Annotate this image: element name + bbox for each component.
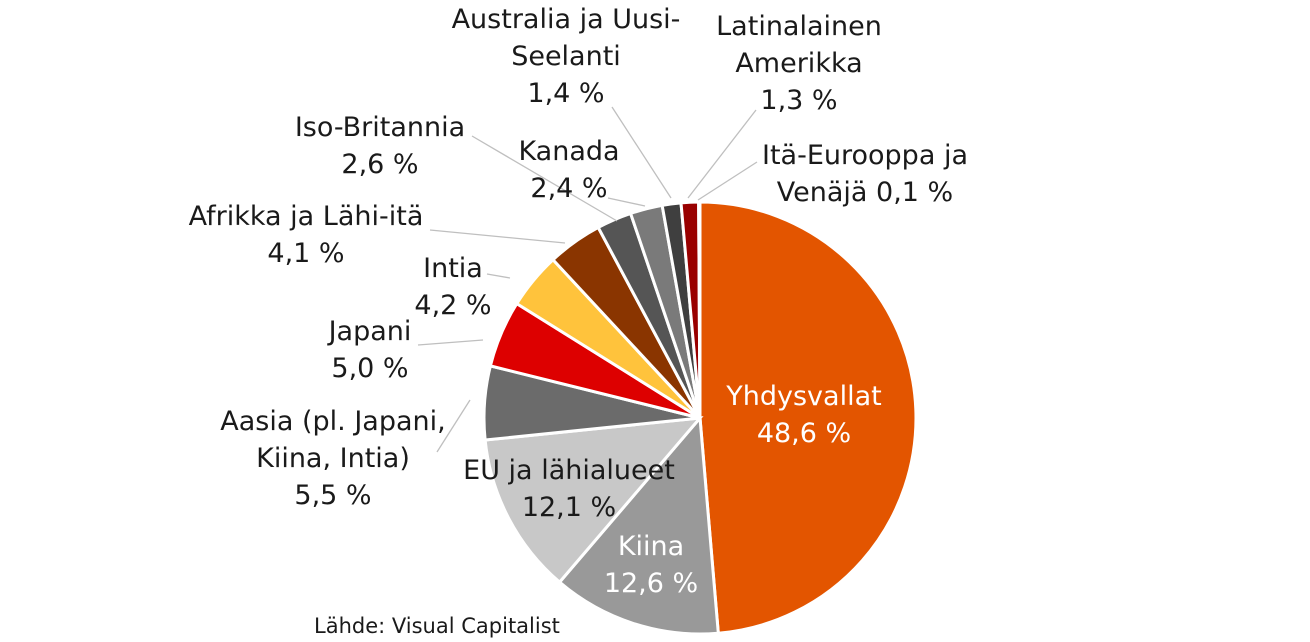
leader-line-japani	[417, 339, 484, 346]
label-line: EU ja lähialueet	[463, 455, 675, 486]
label-line: Itä-Eurooppa ja	[762, 140, 968, 171]
label-line: Australia ja Uusi-	[452, 4, 681, 35]
label-line: 2,6 %	[341, 149, 418, 180]
label-yhdysvallat: Yhdysvallat 48,6 %	[725, 381, 881, 449]
source-note: Lähde: Visual Capitalist	[314, 614, 560, 638]
label-line: Aasia (pl. Japani,	[220, 406, 445, 437]
label-line: Kiina	[618, 531, 684, 562]
leader-line-intia	[486, 273, 511, 279]
label-line: 1,4 %	[527, 78, 604, 109]
label-line: 12,1 %	[522, 492, 616, 523]
label-kanada: Kanada 2,4 %	[518, 136, 619, 204]
label-line: 4,2 %	[414, 290, 491, 321]
pie-slices	[482, 200, 918, 636]
leader-lines	[417, 106, 758, 453]
leader-line-australia-ja-uusi-seelanti	[611, 106, 672, 199]
label-line: Japani	[327, 316, 412, 347]
leader-line-aasia-pl-japani-kiina-intia	[436, 399, 471, 453]
label-kiina: Kiina 12,6 %	[604, 531, 698, 599]
label-line: Amerikka	[735, 48, 862, 79]
label-line: 5,5 %	[294, 480, 371, 511]
leader-line-latinalainen-amerikka	[687, 109, 757, 199]
label-line: Latinalainen	[716, 11, 882, 42]
label-line: 2,4 %	[530, 173, 607, 204]
label-australia-ja-uusi-seelanti: Australia ja Uusi- Seelanti 1,4 %	[452, 4, 681, 109]
leader-line-kanada	[607, 197, 646, 207]
label-latinalainen-amerikka: Latinalainen Amerikka 1,3 %	[716, 11, 882, 116]
label-line: Kanada	[518, 136, 619, 167]
label-line: 48,6 %	[757, 418, 851, 449]
slice-labels: Yhdysvallat 48,6 % Kiina 12,6 % EU ja lähial…	[189, 4, 968, 599]
label-japani: Japani 5,0 %	[327, 316, 412, 384]
label-line: Intia	[423, 253, 483, 284]
slice-eu-ja-lahialueet	[483, 416, 704, 585]
label-aasia-pl-japani-kiina-intia: Aasia (pl. Japani, Kiina, Intia) 5,5 %	[220, 406, 445, 511]
slice-kiina	[557, 414, 720, 636]
label-line: Venäjä 0,1 %	[777, 177, 953, 208]
label-line: Yhdysvallat	[725, 381, 881, 412]
leader-line-ita-eurooppa-ja-venaja	[697, 161, 758, 201]
label-line: 1,3 %	[760, 85, 837, 116]
label-afrikka-ja-lahi-ita: Afrikka ja Lähi-itä 4,1 %	[189, 201, 424, 269]
label-iso-britannia: Iso-Britannia 2,6 %	[295, 112, 465, 180]
slice-yhdysvallat	[698, 200, 918, 635]
leader-line-afrikka-ja-lahi-ita	[429, 229, 566, 244]
label-ita-eurooppa-ja-venaja: Itä-Eurooppa ja Venäjä 0,1 %	[762, 140, 968, 208]
label-eu-ja-lahialueet: EU ja lähialueet 12,1 %	[463, 455, 675, 523]
label-line: Kiina, Intia)	[256, 443, 410, 474]
label-line: Afrikka ja Lähi-itä	[189, 201, 424, 232]
label-line: 4,1 %	[267, 238, 344, 269]
label-line: 5,0 %	[331, 353, 408, 384]
label-line: 12,6 %	[604, 568, 698, 599]
label-intia: Intia 4,2 %	[414, 253, 491, 321]
slice-ita-eurooppa-ja-venaja	[697, 200, 702, 419]
label-line: Iso-Britannia	[295, 112, 465, 143]
leader-line-iso-britannia	[471, 135, 618, 222]
label-line: Seelanti	[511, 41, 621, 72]
